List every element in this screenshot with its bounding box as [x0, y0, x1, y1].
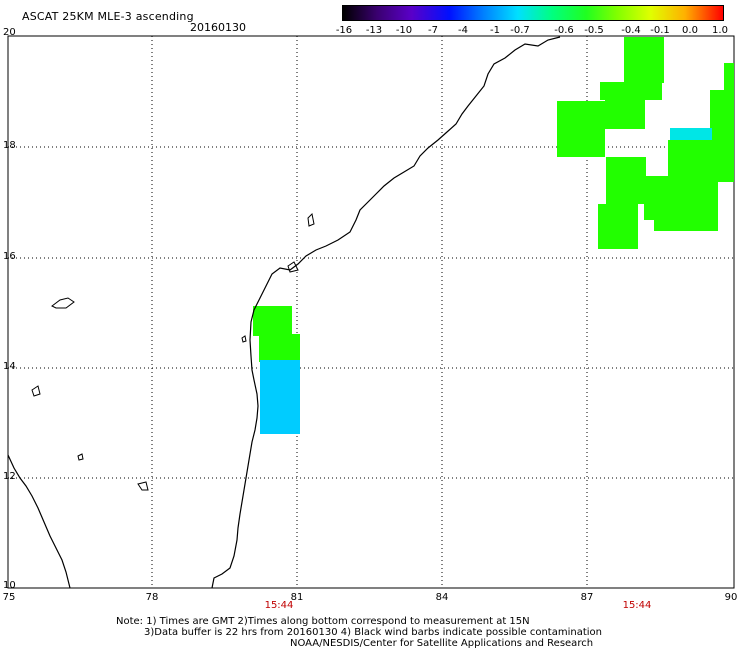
wind-cells-offshore	[557, 37, 734, 249]
map-title: ASCAT 25KM MLE-3 ascending	[22, 10, 194, 23]
lat-label: 12	[3, 471, 16, 482]
pass-time: 15:44	[622, 600, 652, 611]
pass-time: 15:44	[264, 600, 294, 611]
island	[307, 212, 315, 227]
scale-label: -13	[365, 25, 383, 36]
wind-cell	[260, 360, 300, 380]
scale-label: -7	[428, 25, 438, 36]
scale-label: 1.0	[712, 25, 728, 36]
lat-label: 10	[3, 580, 16, 591]
map-frame	[7, 35, 735, 589]
wind-cell	[606, 157, 646, 204]
wind-cell	[724, 63, 734, 90]
lat-label: 20	[3, 27, 16, 38]
coastline	[211, 36, 561, 589]
wind-cell	[654, 210, 718, 231]
lon-label: 78	[145, 592, 159, 603]
footer-note-1: Note: 1) Times are GMT 2)Times along bot…	[116, 616, 530, 627]
scale-label: -4	[458, 25, 468, 36]
lat-label: 18	[3, 140, 16, 151]
color-scale-bar	[342, 5, 724, 21]
lat-label: 14	[3, 361, 16, 372]
wind-cell	[253, 306, 292, 336]
island	[77, 453, 84, 461]
color-scale-labels: -16 -13 -10 -7 -4 -1 -0.7 -0.6 -0.5 -0.4…	[330, 25, 734, 37]
graticule	[8, 36, 734, 588]
footer-note-2: 3)Data buffer is 22 hrs from 20160130 4)…	[144, 627, 602, 638]
scale-label: -0.7	[510, 25, 530, 36]
wind-cell	[260, 378, 300, 434]
scale-label: -16	[335, 25, 353, 36]
lon-label: 84	[435, 592, 449, 603]
scale-label: 0.0	[682, 25, 698, 36]
wind-cell	[557, 101, 605, 157]
wind-cells-coastal	[253, 306, 300, 434]
wind-cell	[598, 204, 638, 249]
wind-cell	[710, 90, 734, 140]
lat-label: 16	[3, 251, 16, 262]
wind-cell	[259, 334, 300, 362]
scale-label: -0.4	[621, 25, 641, 36]
lon-label: 81	[290, 592, 304, 603]
island	[31, 385, 41, 397]
coastline-east	[7, 454, 71, 589]
island	[287, 261, 299, 273]
scale-label: -0.6	[554, 25, 574, 36]
scale-label: -0.5	[584, 25, 604, 36]
island	[137, 481, 149, 491]
scale-label: -0.1	[650, 25, 670, 36]
lon-label: 75	[2, 592, 16, 603]
scale-label: -10	[395, 25, 413, 36]
wind-cell	[600, 82, 662, 100]
lon-label: 87	[580, 592, 594, 603]
island	[241, 335, 247, 343]
wind-cell	[624, 37, 664, 83]
footer-note-3: NOAA/NESDIS/Center for Satellite Applica…	[290, 638, 594, 649]
island	[51, 297, 75, 309]
lon-label: 90	[724, 592, 738, 603]
wind-cell	[668, 140, 734, 182]
map-date: 20160130	[190, 21, 246, 34]
wind-cell	[605, 100, 645, 129]
scale-label: -1	[490, 25, 500, 36]
